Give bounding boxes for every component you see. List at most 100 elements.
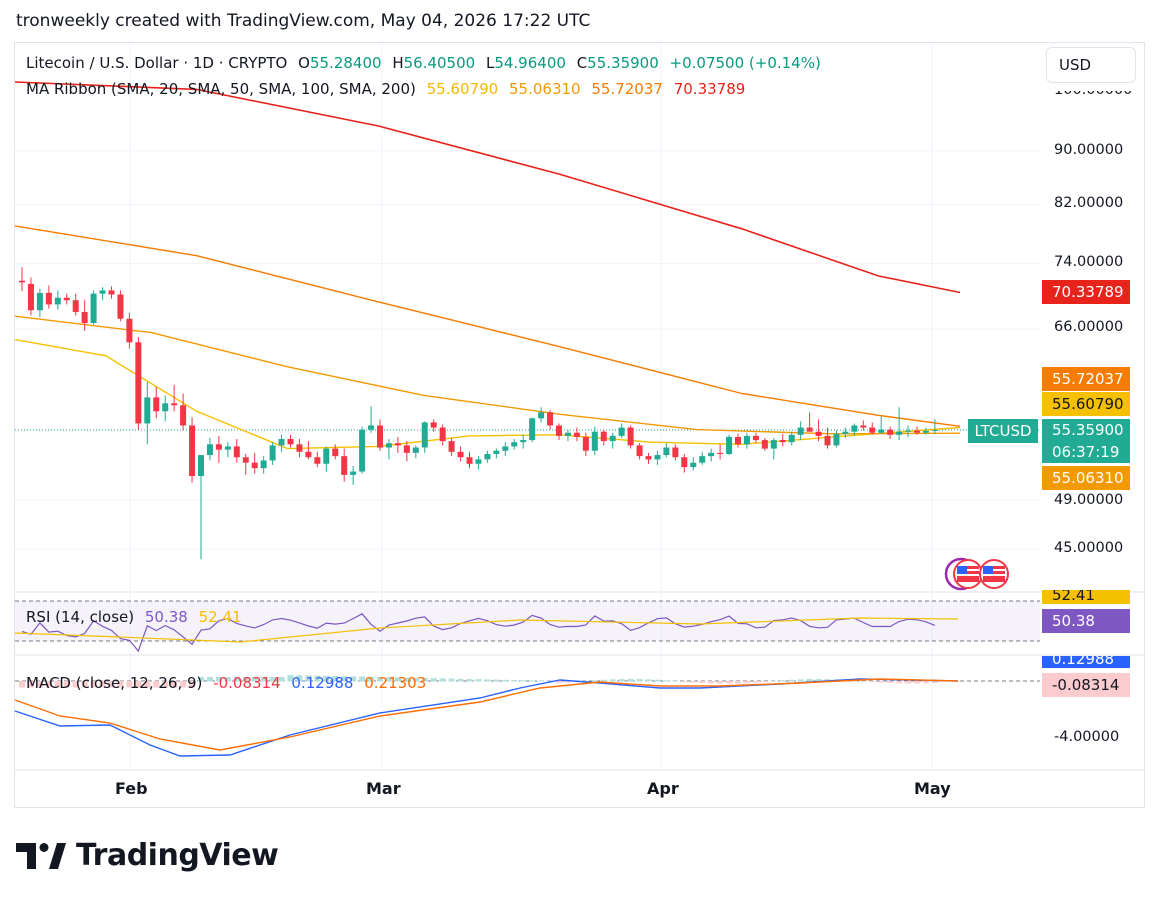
tradingview-logo-icon	[16, 842, 66, 869]
macd-hist-bar	[663, 680, 670, 682]
macd-hist-bar	[323, 675, 330, 682]
candle-body	[135, 342, 142, 424]
candle-body	[600, 431, 607, 442]
macd-hist-bar	[860, 680, 867, 682]
tradingview-wordmark: TradingView	[76, 838, 279, 873]
candle-body	[556, 425, 562, 436]
candle-body	[609, 435, 616, 442]
candle-body	[99, 290, 106, 294]
macd-hist-bar	[735, 681, 741, 684]
candle-body	[54, 297, 61, 305]
macd-hist-bar	[359, 676, 366, 682]
candle-body	[198, 455, 204, 477]
macd-hist-bar	[914, 681, 920, 684]
candle-body	[368, 425, 375, 430]
macd-hist-bar	[215, 677, 222, 682]
macd-hist-bar	[690, 681, 697, 683]
macd-hist-bar	[54, 681, 61, 688]
candle-body	[448, 441, 455, 452]
macd-label: MACD (close, 12, 26, 9)	[26, 674, 203, 692]
last-price: 55.35900	[1052, 421, 1124, 439]
candle-body	[19, 280, 25, 283]
macd-hist-bar	[896, 681, 903, 684]
rsi-band	[15, 601, 1040, 641]
candle-body	[690, 462, 697, 468]
currency-button[interactable]: USD	[1046, 47, 1136, 83]
macd-hist-bar	[332, 676, 339, 682]
candle-body	[412, 447, 419, 453]
candle-body	[421, 422, 428, 448]
macd-hist-bar	[341, 676, 348, 682]
macd-hist-bar	[905, 681, 912, 684]
x-axis-month-label: Feb	[115, 779, 148, 798]
candle-body	[931, 430, 938, 432]
candle-body	[180, 405, 187, 426]
candle-body	[189, 425, 196, 477]
price-axis-label: 100.00000	[1054, 82, 1133, 98]
macd-hist-bar	[564, 681, 571, 683]
candle-body	[645, 456, 652, 460]
macd-hist-bar	[153, 681, 160, 688]
candle-body	[529, 418, 536, 441]
candle-body	[654, 455, 661, 460]
macd-hist-bar	[251, 677, 258, 682]
macd-hist-bar	[600, 679, 607, 682]
candle-body	[484, 453, 491, 460]
candle-body	[636, 445, 643, 457]
candle-body	[914, 430, 920, 433]
high-value: 56.40500	[403, 54, 476, 72]
chart-header: tronweekly created with TradingView.com,…	[16, 11, 591, 31]
sma200-line	[14, 81, 961, 294]
macd-hist-bar	[591, 680, 598, 682]
candle-body	[171, 403, 178, 406]
sma50-price-tag: 55.06310	[1042, 466, 1130, 490]
macd-hist-bar	[806, 679, 813, 682]
macd-hist-bar	[377, 677, 383, 682]
candle-body	[153, 397, 160, 412]
macd-hist-bar	[708, 681, 715, 684]
sma100-line	[14, 225, 961, 427]
candle-body	[663, 447, 670, 456]
macd-hist-bar	[171, 681, 178, 688]
macd-hist-bar	[681, 681, 688, 682]
rsi-ma-tag: 52.41	[1042, 590, 1130, 604]
candle-body	[90, 293, 97, 324]
ma-ribbon-legend: MA Ribbon (SMA, 20, SMA, 50, SMA, 100, S…	[26, 80, 751, 98]
candle-body	[45, 292, 52, 305]
candle-body	[27, 283, 34, 311]
candle-body	[806, 427, 813, 432]
candle-body	[439, 427, 446, 442]
candle-body	[618, 427, 625, 436]
event-flags[interactable]	[944, 557, 1014, 591]
macd-hist-bar	[412, 677, 419, 682]
candle-body	[564, 432, 571, 436]
macd-hist-bar	[162, 681, 169, 688]
candle-body	[788, 434, 795, 443]
sma100-value: 55.72037	[591, 80, 663, 98]
sma50-value: 55.06310	[509, 80, 581, 98]
rsi-value: 50.38	[144, 608, 188, 626]
candle-body	[377, 425, 383, 448]
macd-hist-bar	[726, 681, 733, 684]
macd-hist-bar	[63, 681, 70, 688]
chart-frame[interactable]	[14, 42, 1145, 808]
macd-hist-bar	[224, 677, 231, 682]
tradingview-logo: TradingView	[16, 838, 279, 873]
macd-hist-bar	[27, 681, 34, 688]
candle-body	[520, 440, 527, 443]
rsi-label: RSI (14, close)	[26, 608, 135, 626]
rsi-line	[21, 613, 936, 653]
countdown-timer: 06:37:19	[1052, 443, 1120, 461]
macd-hist-bar	[36, 681, 43, 688]
candle-body	[385, 443, 392, 448]
macd-hist-bar	[206, 677, 213, 682]
low-value: 54.96400	[494, 54, 566, 72]
sma20-price-tag: 55.60790	[1042, 392, 1130, 416]
candle-body	[905, 430, 912, 432]
candle-body	[717, 452, 724, 454]
symbol-name: Litecoin / U.S. Dollar · 1D · CRYPTO	[26, 54, 288, 72]
candle-body	[108, 290, 115, 295]
macd-hist-bar	[198, 677, 204, 682]
macd-hist-bar	[717, 681, 724, 684]
